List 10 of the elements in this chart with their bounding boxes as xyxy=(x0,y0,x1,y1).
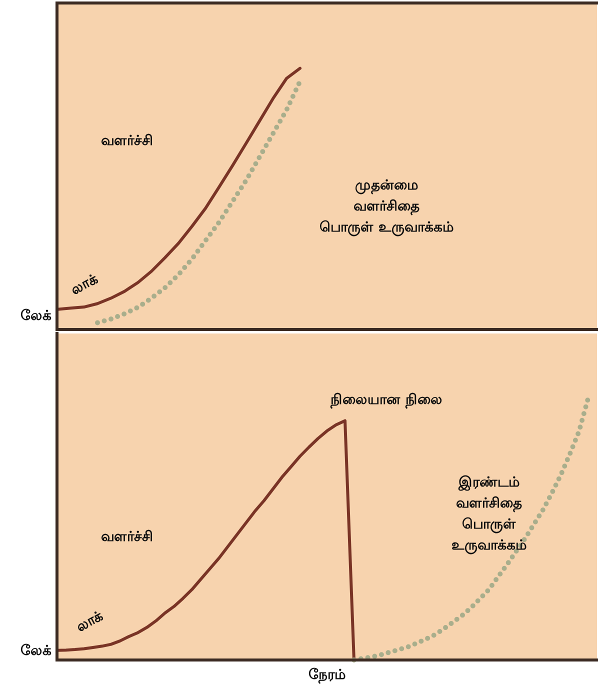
x-axis-title: நேரம் xyxy=(308,667,346,684)
annotation: லாக் xyxy=(74,608,106,636)
text: லேக் xyxy=(20,308,52,324)
annotation: முதன்மை வளர்சிதை பொருள் உருவாக்கம் xyxy=(319,177,454,236)
annotation: லாக் xyxy=(68,271,101,298)
annotation: நிலையான நிலை xyxy=(329,392,442,409)
annotation: இரண்டம் வளர்சிதை பொருள் உருவாக்கம் xyxy=(452,474,526,554)
annotation: வளர்ச்சி xyxy=(101,133,154,150)
annotation: வளர்ச்சி xyxy=(101,528,154,545)
text: லேக் xyxy=(20,643,52,660)
